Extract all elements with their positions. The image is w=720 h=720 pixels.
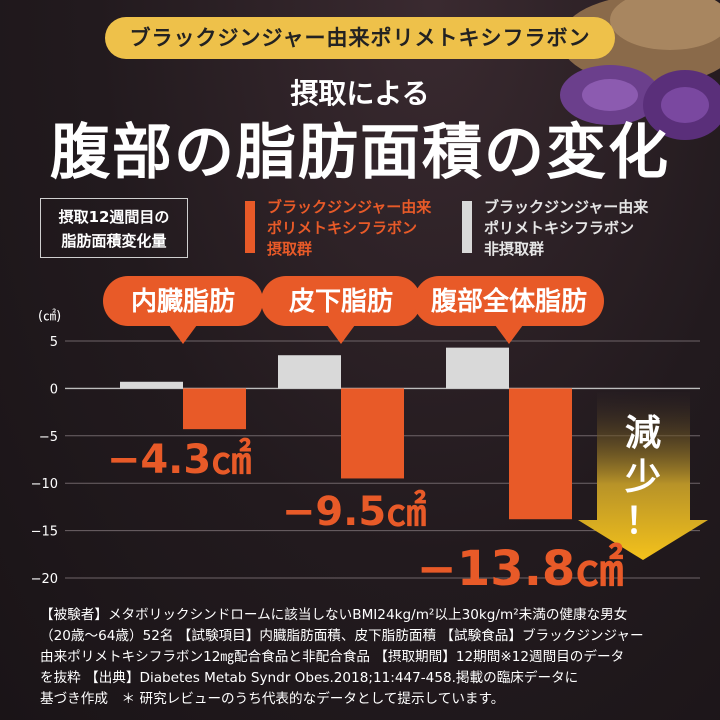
top-banner: ブラックジンジャー由来ポリメトキシフラボン [105,17,615,59]
bar-intake-3 [509,388,572,520]
bar-non_intake-3 [446,347,509,389]
category-callout-1: 内臓脂肪 [103,276,263,344]
reduction-label-char: 減 [625,413,661,454]
reduction-arrow-shape [578,392,708,560]
callout-pointer [169,325,197,344]
legend-non-intake: ブラックジンジャー由来 ポリメトキシフラボン 非摂取群 [462,197,648,260]
legend-intake-swatch [245,201,255,253]
footnote-line-4: を抜粋 【出典】Diabetes Metab Syndr Obes.2018;1… [40,670,579,686]
reduction-label-char: 少 [625,457,661,498]
footnote-line-3: 由来ポリメトキシフラボン12㎎配合食品と非配合食品 【摂取期間】12期間※12週… [40,649,625,665]
footnote-line-5: 基づき作成 ＊ 研究レビューのうち代表的なデータとして提示しています。 [40,691,505,707]
legend-non-intake-swatch [462,201,472,253]
bar-intake-1 [183,388,246,430]
y-tick-label: −5 [39,430,58,445]
legend-intake-line-3: 摂取群 [267,240,313,258]
footnote-line-2: （20歳〜64歳）52名 【試験項目】内臓脂肪面積、皮下脂肪面積 【試験食品】ブ… [40,628,644,644]
y-tick-label: −15 [31,525,58,540]
y-tick-label: −10 [31,477,58,492]
y-tick-label: −20 [31,572,58,587]
legend-non-intake-line-3: 非摂取群 [484,240,545,258]
y-unit-label: (㎠) [38,309,61,324]
legend-non-intake-line-2: ポリメトキシフラボン [484,219,635,237]
category-label: 皮下脂肪 [289,287,393,317]
data-label-2: −9.5㎠ [282,489,426,535]
callout-bubble [414,276,604,326]
legend-non-intake-line-1: ブラックジンジャー由来 [484,198,649,216]
category-callout-3: 腹部全体脂肪 [414,276,604,344]
bar-intake-2 [341,388,404,479]
y-tick-label: 0 [50,382,58,397]
reduction-arrow: 減少！ [578,392,708,560]
bar-non_intake-1 [120,381,183,389]
bar-non_intake-2 [278,355,341,389]
info-box: 摂取12週間目の 脂肪面積変化量 [40,198,188,258]
data-label-3: −13.8㎠ [417,541,624,597]
footnote-line-1: 【被験者】メタボリックシンドロームに該当しないBMI24kg/m²以上30kg/… [40,607,628,623]
info-box-line-2: 脂肪面積変化量 [61,232,167,250]
footnote: 【被験者】メタボリックシンドロームに該当しないBMI24kg/m²以上30kg/… [40,605,700,710]
category-label: 腹部全体脂肪 [430,286,587,317]
callout-pointer [495,325,523,344]
legend-intake: ブラックジンジャー由来 ポリメトキシフラボン 摂取群 [245,197,431,260]
reduction-label: 減少！ [625,413,661,542]
subtitle: 摂取による [290,77,430,110]
callout-bubble [103,276,263,326]
legend-intake-line-2: ポリメトキシフラボン [267,219,418,237]
category-callout-2: 皮下脂肪 [261,276,421,344]
reduction-label-char: ！ [625,501,661,542]
callout-pointer [327,325,355,344]
page-title: 腹部の脂肪面積の変化 [50,118,670,188]
y-tick-label: 5 [50,335,58,350]
legend-intake-line-1: ブラックジンジャー由来 [267,198,432,216]
info-box-line-1: 摂取12週間目の [58,208,170,226]
callout-bubble [261,276,421,326]
category-label: 内臓脂肪 [131,287,235,317]
data-label-1: −4.3㎠ [107,437,251,483]
